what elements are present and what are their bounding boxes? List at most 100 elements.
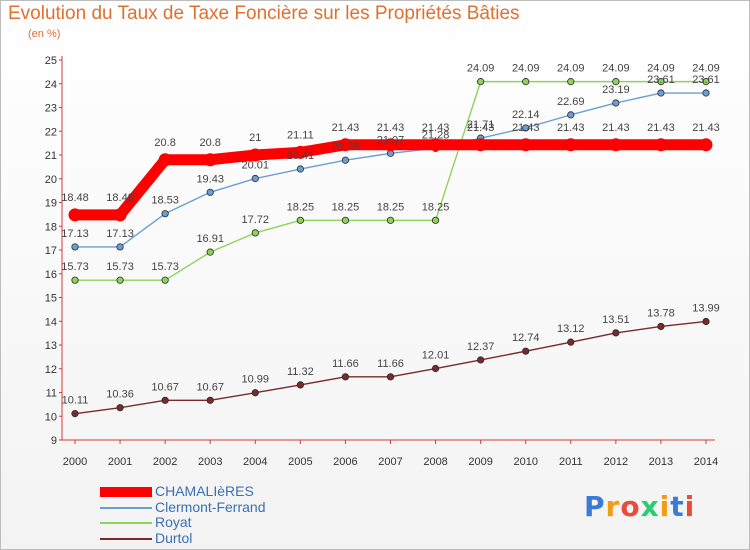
data-point <box>474 138 488 152</box>
data-point <box>384 138 397 152</box>
y-tick-label: 15 <box>45 293 57 305</box>
data-label: 23.61 <box>647 74 675 86</box>
data-point <box>161 210 169 218</box>
data-point <box>477 356 485 364</box>
data-label: 21.43 <box>692 122 720 134</box>
data-label: 18.25 <box>422 201 450 213</box>
data-point <box>519 138 533 152</box>
legend-label-durtol: Durtol <box>155 529 193 546</box>
data-label: 23.19 <box>602 84 630 96</box>
y-tick-label: 14 <box>45 316 57 328</box>
data-label: 13.78 <box>647 307 675 319</box>
data-label: 22.69 <box>557 96 585 108</box>
legend-swatch-royat <box>100 522 152 524</box>
data-point <box>71 276 79 284</box>
data-label: 21.43 <box>332 122 360 134</box>
data-label: 22.14 <box>512 109 540 121</box>
x-tick-label: 2001 <box>108 456 132 468</box>
data-point <box>296 165 304 173</box>
data-label: 18.48 <box>61 192 89 204</box>
data-label: 17.13 <box>106 228 134 240</box>
data-label: 12.01 <box>422 350 450 362</box>
legend-swatch-chamalieres <box>100 487 152 497</box>
data-label: 10.67 <box>151 381 179 393</box>
data-label: 11.66 <box>377 358 404 370</box>
legend-label-clermont-ferrand: Clermont-Ferrand <box>155 498 266 515</box>
data-label: 24.09 <box>647 63 675 75</box>
data-point <box>113 208 127 222</box>
logo-letter: o <box>620 490 641 523</box>
data-label: 20.01 <box>242 160 270 172</box>
data-point <box>161 276 169 284</box>
y-tick-label: 16 <box>45 269 57 281</box>
data-label: 18.25 <box>332 201 360 213</box>
data-point <box>431 364 440 373</box>
data-label: 24.09 <box>602 63 630 75</box>
chart-title: Evolution du Taux de Taxe Foncière sur l… <box>8 3 520 24</box>
data-label: 18.53 <box>151 195 179 207</box>
data-point <box>431 216 440 224</box>
data-point <box>206 396 214 404</box>
data-point <box>251 174 259 183</box>
data-label: 24.09 <box>512 63 540 75</box>
data-label: 16.91 <box>196 233 224 245</box>
data-label: 10.11 <box>62 395 89 407</box>
data-label: 21.43 <box>647 122 675 134</box>
y-tick-label: 20 <box>45 174 57 186</box>
legend-swatch-clermont-ferrand <box>100 506 152 509</box>
y-tick-label: 24 <box>45 79 57 91</box>
data-point <box>341 156 350 164</box>
data-label: 21.43 <box>377 122 405 134</box>
y-unit-label: (en %) <box>28 28 61 40</box>
data-label: 19.43 <box>196 173 224 185</box>
y-tick-label: 11 <box>46 388 57 400</box>
data-point <box>161 396 169 404</box>
logo-letter: r <box>605 490 621 523</box>
data-point <box>567 78 575 86</box>
data-label: 10.67 <box>196 381 224 393</box>
data-point <box>657 89 665 97</box>
y-tick-label: 13 <box>45 340 57 352</box>
logo-letter: x <box>640 490 660 523</box>
data-label: 10.36 <box>106 389 134 401</box>
data-label: 15.73 <box>106 261 134 273</box>
data-label: 15.73 <box>151 261 179 273</box>
data-point <box>429 138 443 152</box>
y-tick-label: 22 <box>45 126 57 138</box>
data-point <box>116 276 124 284</box>
x-tick-label: 2002 <box>153 456 177 468</box>
data-label: 21.11 <box>287 129 314 141</box>
data-label: 21.71 <box>467 119 495 131</box>
data-point <box>612 78 620 86</box>
data-point <box>71 410 79 418</box>
x-tick-label: 2003 <box>198 456 222 468</box>
data-label: 21.43 <box>467 122 495 134</box>
data-label: 13.99 <box>692 302 720 314</box>
logo-letter: i <box>659 490 671 523</box>
data-label: 13.51 <box>602 314 630 326</box>
y-tick-label: 25 <box>45 55 57 67</box>
data-label: 21.28 <box>422 129 450 141</box>
data-point <box>341 373 350 381</box>
data-label: 24.09 <box>557 63 585 75</box>
data-point <box>522 124 530 132</box>
data-point <box>68 208 82 222</box>
data-point <box>567 338 575 346</box>
data-label: 10.99 <box>242 374 270 386</box>
data-point <box>567 111 575 119</box>
data-point <box>251 229 259 237</box>
data-point <box>341 216 350 224</box>
logo-letter: t <box>670 490 685 523</box>
data-point <box>248 148 262 162</box>
data-point <box>477 78 485 86</box>
data-label: 12.37 <box>467 341 495 353</box>
y-tick-label: 17 <box>45 245 57 257</box>
data-point <box>657 78 665 86</box>
y-tick-label: 10 <box>45 411 57 423</box>
x-tick-label: 2000 <box>63 456 87 468</box>
x-tick-label: 2014 <box>694 456 718 468</box>
data-point <box>386 373 395 381</box>
data-label: 20.8 <box>200 137 221 149</box>
logo-letter: i <box>684 490 696 523</box>
x-tick-label: 2006 <box>333 456 357 468</box>
